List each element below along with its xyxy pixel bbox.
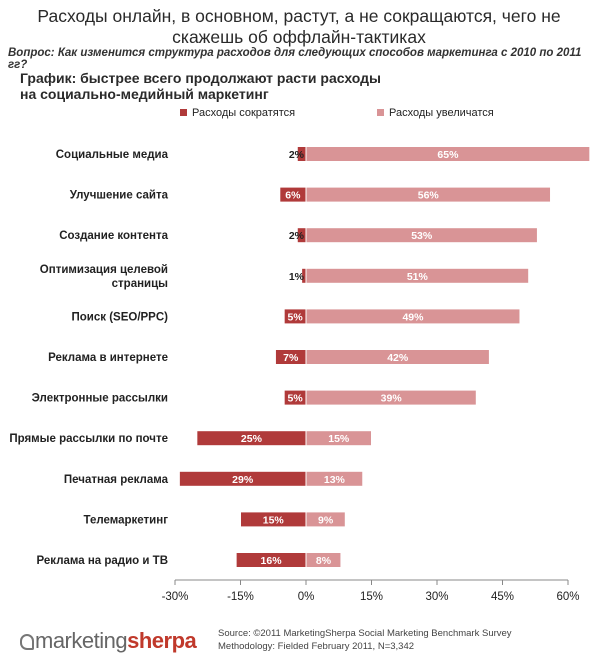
chart-title: Расходы онлайн, в основном, растут, а не… bbox=[37, 6, 561, 47]
survey-question: Вопрос: Как изменится структура расходов… bbox=[8, 47, 582, 71]
category-label: Социальные медиа bbox=[56, 149, 169, 161]
category-label: Реклама в интернете bbox=[48, 352, 168, 364]
x-tick-label: -30% bbox=[162, 591, 189, 603]
x-tick-label: -15% bbox=[227, 591, 254, 603]
logo-text-sherpa: sherpa bbox=[127, 628, 197, 653]
category-label: Улучшение сайта bbox=[70, 190, 169, 202]
category-label: Печатная реклама bbox=[64, 474, 169, 486]
bar-increase bbox=[305, 552, 342, 568]
category-label: страницы bbox=[112, 278, 169, 290]
category-label: Оптимизация целевой bbox=[40, 264, 168, 276]
bar-increase bbox=[305, 267, 530, 284]
category-label: Реклама на радио и ТВ bbox=[37, 555, 168, 567]
bar-increase-label: 51% bbox=[407, 271, 429, 283]
bar-increase bbox=[305, 308, 521, 325]
bar-increase-label: 56% bbox=[418, 190, 440, 202]
bar-increase bbox=[305, 227, 538, 244]
bar-decrease-label: 5% bbox=[287, 311, 303, 323]
bar-increase bbox=[305, 186, 552, 203]
legend-label: Расходы увеличатся bbox=[389, 107, 494, 119]
logo-text-marketing: marketing bbox=[35, 628, 128, 653]
bar-increase-label: 9% bbox=[318, 514, 334, 526]
category-label: Телемаркетинг bbox=[84, 514, 169, 526]
bar-increase bbox=[305, 511, 346, 528]
logo-icon bbox=[20, 634, 34, 650]
source-line: Source: ©2011 MarketingSherpa Social Mar… bbox=[218, 628, 512, 639]
methodology-line: Methodology: Fielded February 2011, N=3,… bbox=[218, 641, 415, 652]
bar-increase bbox=[305, 430, 372, 447]
bar-increase bbox=[305, 470, 364, 487]
category-label: Поиск (SEO/PPC) bbox=[72, 311, 169, 323]
bar-decrease-label: 5% bbox=[287, 393, 303, 405]
bar-decrease-label: 7% bbox=[283, 352, 299, 364]
legend-label: Расходы сократятся bbox=[192, 107, 295, 119]
x-tick-label: 45% bbox=[491, 591, 514, 603]
category-label: Создание контента bbox=[59, 230, 168, 242]
bar-increase-label: 42% bbox=[387, 352, 409, 364]
bar-decrease-label: 25% bbox=[241, 433, 263, 445]
x-tick-label: 30% bbox=[425, 591, 448, 603]
x-tick-label: 0% bbox=[298, 591, 315, 603]
chart-subtitle-line1: График: быстрее всего продолжают расти р… bbox=[20, 70, 381, 86]
chart-subtitle: График: быстрее всего продолжают расти р… bbox=[20, 70, 420, 102]
chart-subtitle-line2: на социально-медийный маркетинг bbox=[20, 86, 269, 102]
legend-swatch bbox=[180, 109, 187, 116]
bar-decrease-label: 29% bbox=[232, 474, 254, 486]
source-note: Source: ©2011 MarketingSherpa Social Mar… bbox=[218, 627, 512, 653]
x-tick-label: 60% bbox=[556, 591, 579, 603]
bar-increase-label: 53% bbox=[411, 230, 433, 242]
bar-decrease-label: 16% bbox=[261, 555, 283, 567]
category-label: Прямые рассылки по почте bbox=[9, 433, 168, 445]
bar-increase-label: 8% bbox=[316, 555, 332, 567]
bar-increase-label: 13% bbox=[324, 474, 346, 486]
bar-increase-label: 39% bbox=[381, 393, 403, 405]
bar-increase-label: 15% bbox=[328, 433, 350, 445]
bar-increase-label: 65% bbox=[437, 149, 459, 161]
category-label: Электронные рассылки bbox=[32, 393, 168, 405]
bar-decrease-label: 1% bbox=[289, 271, 305, 283]
bar-decrease-label: 2% bbox=[289, 149, 305, 161]
bar-increase bbox=[305, 146, 591, 162]
marketingsherpa-logo: marketingsherpa bbox=[20, 628, 197, 654]
bar-decrease-label: 15% bbox=[263, 514, 285, 526]
bar-increase-label: 49% bbox=[402, 311, 424, 323]
bar-increase bbox=[305, 389, 477, 406]
x-tick-label: 15% bbox=[360, 591, 383, 603]
bar-decrease-label: 6% bbox=[285, 190, 301, 202]
bar-decrease-label: 2% bbox=[289, 230, 305, 242]
legend-swatch bbox=[377, 109, 384, 116]
bar-increase bbox=[305, 349, 490, 365]
